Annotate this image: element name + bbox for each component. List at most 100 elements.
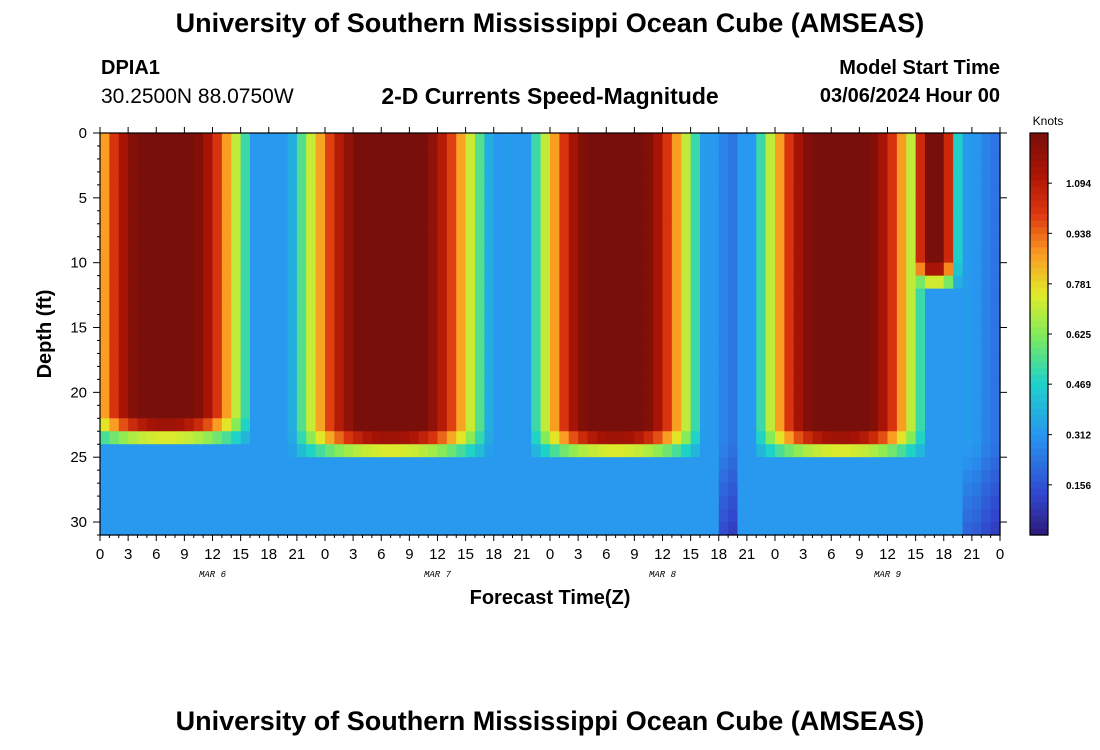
heatmap-cell xyxy=(268,236,279,251)
heatmap-cell xyxy=(484,353,495,368)
heatmap-cell xyxy=(165,133,176,147)
heatmap-cell xyxy=(671,314,682,329)
heatmap-cell xyxy=(475,184,485,199)
heatmap-cell xyxy=(531,197,542,212)
heatmap-cell xyxy=(118,483,129,497)
colorbar-label: Knots xyxy=(1033,114,1064,128)
heatmap-cell xyxy=(568,431,579,445)
heatmap-cell xyxy=(756,184,767,199)
heatmap-cell xyxy=(671,236,682,251)
heatmap-cell xyxy=(550,275,560,290)
heatmap-cell xyxy=(737,314,748,329)
heatmap-cell xyxy=(568,470,579,484)
heatmap-cell xyxy=(878,158,889,173)
heatmap-cell xyxy=(512,431,523,445)
heatmap-cell xyxy=(662,496,673,510)
heatmap-cell xyxy=(296,145,307,160)
heatmap-cell xyxy=(325,509,335,523)
heatmap-cell xyxy=(718,379,729,393)
heatmap-cell xyxy=(531,470,542,484)
heatmap-cell xyxy=(240,262,251,277)
heatmap-cell xyxy=(550,327,560,342)
heatmap-cell xyxy=(306,314,317,329)
heatmap-cell xyxy=(521,366,532,380)
heatmap-cell xyxy=(100,223,110,238)
heatmap-cell xyxy=(990,509,1001,523)
heatmap-cell xyxy=(465,314,476,329)
heatmap-cell xyxy=(859,301,870,316)
heatmap-cell xyxy=(128,145,139,160)
heatmap-cell xyxy=(887,262,898,277)
heatmap-cell xyxy=(315,314,326,329)
heatmap-cell xyxy=(596,327,607,342)
heatmap-cell xyxy=(718,249,729,264)
heatmap-cell xyxy=(418,275,429,290)
heatmap-cell xyxy=(128,171,139,186)
heatmap-cell xyxy=(484,275,495,290)
heatmap-cell xyxy=(118,275,129,290)
heatmap-cell xyxy=(803,470,814,484)
heatmap-cell xyxy=(231,249,242,264)
heatmap-cell xyxy=(259,158,270,173)
heatmap-cell xyxy=(371,249,382,264)
heatmap-cell xyxy=(934,275,945,290)
heatmap-cell xyxy=(175,392,185,406)
heatmap-cell xyxy=(315,184,326,199)
heatmap-cell xyxy=(325,249,335,264)
heatmap-cell xyxy=(962,392,973,406)
heatmap-cell xyxy=(325,405,335,419)
heatmap-cell xyxy=(915,197,926,212)
heatmap-cell xyxy=(137,392,148,406)
heatmap-cell xyxy=(287,327,298,342)
heatmap-cell xyxy=(203,418,214,432)
heatmap-cell xyxy=(203,457,214,471)
heatmap-cell xyxy=(203,288,214,303)
heatmap-cell xyxy=(418,418,429,432)
heatmap-cell xyxy=(540,223,551,238)
heatmap-cell xyxy=(287,366,298,380)
heatmap-cell xyxy=(371,353,382,368)
heatmap-cell xyxy=(596,353,607,368)
heatmap-cell xyxy=(325,133,335,147)
heatmap-cell xyxy=(334,509,345,523)
heatmap-cell xyxy=(278,236,289,251)
heatmap-cell xyxy=(784,340,795,355)
heatmap-cell xyxy=(100,470,110,484)
heatmap-cell xyxy=(596,197,607,212)
heatmap-cell xyxy=(156,522,167,536)
heatmap-cell xyxy=(840,210,851,225)
heatmap-cell xyxy=(671,457,682,471)
heatmap-cell xyxy=(521,353,532,368)
heatmap-cell xyxy=(465,327,476,342)
heatmap-cell xyxy=(953,509,964,523)
heatmap-cell xyxy=(812,418,823,432)
heatmap-cell xyxy=(878,509,889,523)
heatmap-cell xyxy=(784,301,795,316)
heatmap-cell xyxy=(559,145,570,160)
heatmap-cell xyxy=(681,522,692,536)
heatmap-cell xyxy=(259,392,270,406)
heatmap-cell xyxy=(850,353,860,368)
heatmap-cell xyxy=(128,262,139,277)
heatmap-cell xyxy=(653,223,664,238)
heatmap-cell xyxy=(503,470,514,484)
heatmap-cell xyxy=(840,171,851,186)
heatmap-cell xyxy=(681,301,692,316)
heatmap-cell xyxy=(625,470,635,484)
heatmap-cell xyxy=(315,431,326,445)
heatmap-cell xyxy=(728,379,739,393)
heatmap-cell xyxy=(868,431,879,445)
heatmap-cell xyxy=(503,353,514,368)
heatmap-cell xyxy=(700,145,710,160)
heatmap-cell xyxy=(109,405,120,419)
heatmap-cell xyxy=(915,418,926,432)
heatmap-cell xyxy=(690,223,701,238)
heatmap-cell xyxy=(531,171,542,186)
heatmap-cell xyxy=(971,275,982,290)
heatmap-cell xyxy=(456,483,467,497)
heatmap-cell xyxy=(962,444,973,458)
heatmap-cell xyxy=(578,184,589,199)
heatmap-cell xyxy=(231,133,242,147)
heatmap-cell xyxy=(728,133,739,147)
heatmap-cell xyxy=(971,210,982,225)
